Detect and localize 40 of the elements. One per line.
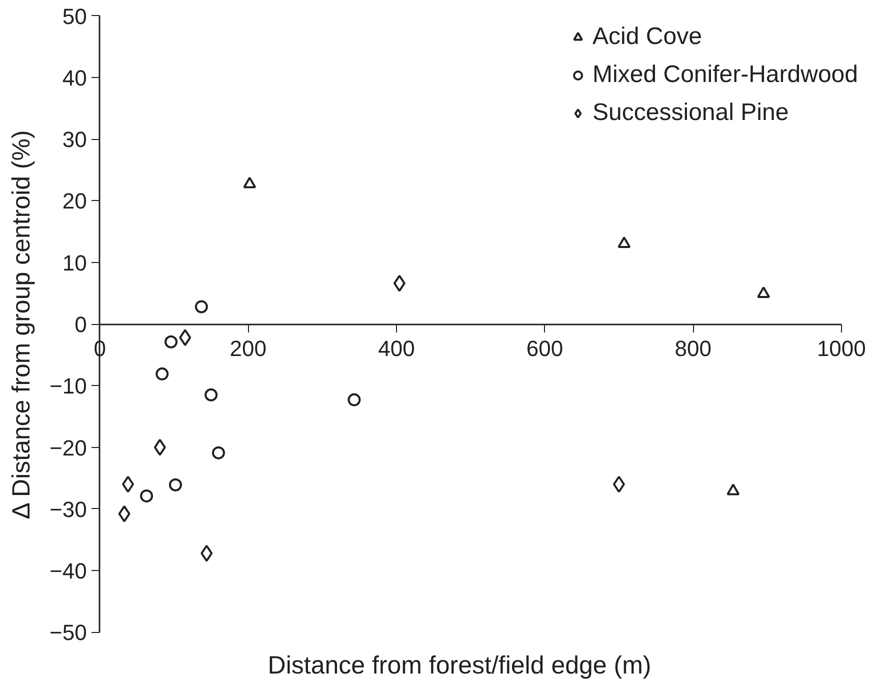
point <box>118 505 130 522</box>
point <box>393 274 406 292</box>
y-tick-label: 10 <box>62 250 87 276</box>
point <box>243 176 256 188</box>
point <box>154 438 166 456</box>
x-tick-label: 600 <box>526 336 564 361</box>
x-tick-label: 400 <box>378 336 415 361</box>
x-tick-label: 800 <box>674 336 712 361</box>
y-tick-label: 20 <box>62 188 87 214</box>
point <box>164 335 178 348</box>
point <box>156 367 169 380</box>
point <box>200 544 213 562</box>
point <box>204 388 218 402</box>
point <box>757 286 770 298</box>
legend-label: Acid Cove <box>592 23 702 51</box>
y-tick-label: −40 <box>50 558 87 584</box>
y-tick-label: 30 <box>62 127 87 152</box>
legend-label: Successional Pine <box>592 99 789 127</box>
y-tick-label: 0 <box>74 312 87 337</box>
point <box>168 478 182 492</box>
y-tick-label: −50 <box>50 620 87 646</box>
y-axis-title: Δ Distance from group centroid (%) <box>8 130 36 520</box>
y-tick-label: 40 <box>62 65 87 90</box>
point <box>612 476 625 493</box>
x-tick-label: 1000 <box>816 336 866 361</box>
point <box>212 446 225 460</box>
point <box>348 393 361 406</box>
y-tick-label: −20 <box>50 435 87 460</box>
legend-label: Mixed Conifer-Hardwood <box>592 61 858 89</box>
point <box>179 329 192 346</box>
y-tick-label: −10 <box>50 374 87 399</box>
point <box>140 489 154 502</box>
y-tick-label: −30 <box>50 496 87 522</box>
point <box>194 300 208 314</box>
point <box>122 476 134 493</box>
point <box>726 484 740 496</box>
y-tick-label: 50 <box>62 4 87 29</box>
point <box>618 236 631 248</box>
x-tick-label: 200 <box>230 336 267 361</box>
x-axis-title: Distance from forest/field edge (m) <box>268 652 652 680</box>
